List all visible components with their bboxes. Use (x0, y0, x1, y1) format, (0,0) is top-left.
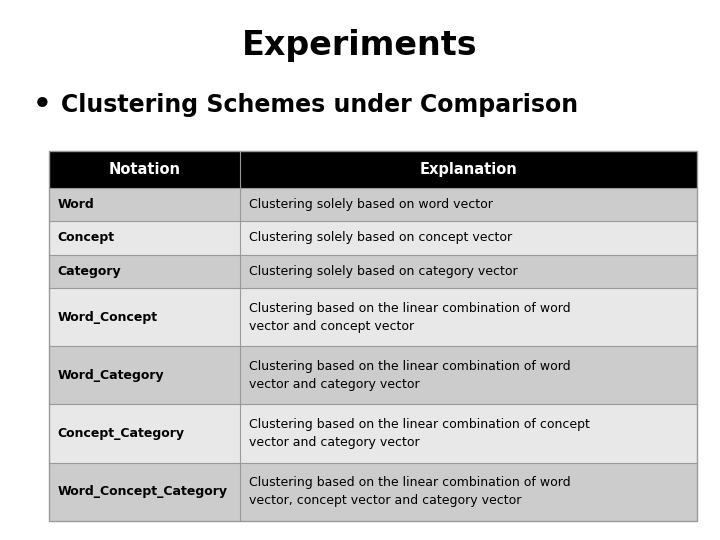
Text: Clustering based on the linear combination of concept
vector and category vector: Clustering based on the linear combinati… (249, 418, 590, 449)
Text: Word_Concept: Word_Concept (58, 310, 158, 323)
Bar (49, 221, 697, 254)
Bar (49, 254, 697, 288)
Bar (49, 188, 697, 221)
Text: Notation: Notation (109, 162, 181, 177)
Text: Word: Word (58, 198, 94, 211)
Text: Clustering based on the linear combination of word
vector, concept vector and ca: Clustering based on the linear combinati… (249, 476, 570, 508)
Text: Clustering based on the linear combination of word
vector and category vector: Clustering based on the linear combinati… (249, 360, 570, 391)
Bar (49, 288, 697, 346)
Text: Word_Category: Word_Category (58, 369, 164, 382)
Text: Category: Category (58, 265, 121, 278)
Bar (49, 404, 697, 463)
Text: Concept_Category: Concept_Category (58, 427, 184, 440)
Text: Clustering solely based on concept vector: Clustering solely based on concept vecto… (249, 232, 512, 245)
Text: Word_Concept_Category: Word_Concept_Category (58, 485, 228, 498)
Bar (49, 151, 697, 188)
Text: Clustering Schemes under Comparison: Clustering Schemes under Comparison (61, 93, 578, 117)
Text: Concept: Concept (58, 232, 114, 245)
Text: •: • (32, 91, 51, 119)
Bar (49, 151, 697, 521)
Bar (49, 346, 697, 404)
Bar (49, 463, 697, 521)
Text: Experiments: Experiments (242, 29, 478, 63)
Text: Clustering based on the linear combination of word
vector and concept vector: Clustering based on the linear combinati… (249, 301, 570, 333)
Text: Clustering solely based on category vector: Clustering solely based on category vect… (249, 265, 518, 278)
Text: Explanation: Explanation (420, 162, 518, 177)
Text: Clustering solely based on word vector: Clustering solely based on word vector (249, 198, 492, 211)
